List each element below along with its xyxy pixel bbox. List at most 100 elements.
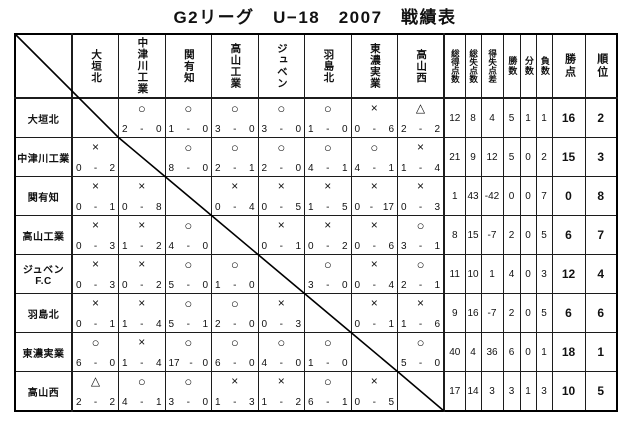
score-away: 2 (155, 241, 162, 252)
score-away: 2 (155, 280, 162, 291)
match-cell-inner: ○ 3-0 (259, 99, 305, 137)
score-home: 0 (354, 397, 361, 408)
score: 2-2 (76, 398, 115, 408)
score: 1 -3 (215, 398, 255, 408)
score-away: 4 (155, 319, 162, 330)
score-away: 0 (248, 358, 255, 369)
score: 0 -4 (215, 203, 255, 213)
score-dash: - (93, 397, 98, 408)
match-cell-inner: × 0-2 (73, 138, 118, 176)
match-cell: ○ 1 -0 (211, 254, 259, 294)
score-dash: - (93, 319, 98, 330)
match-cell-inner: × 0 -8 (119, 177, 165, 215)
result-mark: × (138, 296, 146, 310)
score-away: 1 (434, 241, 440, 252)
stat-cell: 3 (480, 371, 504, 412)
result-mark: ○ (230, 101, 239, 116)
score-away: 5 (341, 202, 348, 213)
result-mark: × (91, 140, 99, 154)
stat-cell: 3 (535, 371, 553, 412)
col-header-team-7: 高山西 (397, 33, 445, 99)
result-mark: × (138, 218, 146, 232)
score-home: 1 (122, 319, 128, 330)
match-cell-inner: ○ 5-0 (398, 333, 443, 371)
match-cell-inner: × 0 -4 (212, 177, 258, 215)
score-home: 0 (76, 163, 82, 174)
match-cell-inner: ○ 3-0 (166, 372, 212, 410)
score-dash: - (233, 397, 237, 408)
self-cell (257, 254, 305, 294)
score: 0- 5 (262, 203, 302, 213)
score-dash: - (279, 241, 283, 252)
match-cell: × 0- 4 (350, 254, 398, 294)
match-cell-inner: ○ 2-1 (398, 255, 443, 293)
table-row: 中津川工業 × 0-2 ○ 8-0 ○ 2-1 ○ 2-0 ○ 4-1 ○ 4-1 × 1-4 21 9 12 5 0… (14, 137, 618, 177)
result-mark: ○ (184, 296, 193, 311)
score-home: 0 (261, 319, 268, 330)
match-cell-inner: × 0- 5 (352, 372, 398, 410)
col-header-stat-4: 分数 (519, 33, 537, 99)
stat-cell: 3 (535, 254, 553, 294)
stat-cell: 21 (443, 137, 466, 177)
stat-cell: 1 (535, 97, 553, 138)
score: 0 -2 (122, 281, 162, 291)
stat-cell: 10 (464, 254, 482, 294)
score: 2-1 (401, 281, 440, 291)
match-cell-inner: × 0- 6 (352, 216, 398, 254)
result-mark: × (91, 218, 99, 232)
result-mark: × (91, 296, 99, 310)
row-header: 東濃実業 (14, 332, 73, 372)
score-home: 2 (401, 280, 407, 291)
score: 1 -5 (308, 203, 348, 213)
match-cell: × 1-6 (397, 293, 445, 333)
col-header-team-5: 羽島北 (304, 33, 352, 99)
score-home: 0 (354, 202, 361, 213)
score-away: 1 (109, 319, 115, 330)
col-header-stat-7-label: 順位 (595, 53, 608, 79)
score-home: 1 (122, 241, 128, 252)
result-mark: ○ (184, 374, 193, 389)
result-mark: ○ (91, 335, 100, 350)
score-dash: - (326, 358, 330, 369)
score: 0- 3 (262, 320, 302, 330)
score-dash: - (140, 202, 144, 213)
stat-cell: 0 (519, 215, 537, 255)
col-header-team-1: 中津川工業 (118, 33, 166, 99)
score: 0- 6 (355, 242, 395, 252)
stat-cell: 0 (502, 176, 521, 216)
match-cell: ○ 1 -0 (304, 97, 352, 138)
col-header-team-1-label: 中津川工業 (136, 37, 149, 95)
score-dash: - (93, 358, 98, 369)
score-away: 1 (155, 397, 162, 408)
stat-cell: 3 (584, 137, 618, 177)
match-cell-inner: ○ 3-0 (305, 255, 351, 293)
score-home: 4 (261, 358, 268, 369)
score-away: 6 (388, 241, 394, 252)
col-header-stat-2: 得失点差 (480, 33, 504, 99)
match-cell: × 0-1 (71, 293, 119, 333)
match-cell: △ 2-2 (397, 97, 445, 138)
score-away: 4 (434, 163, 440, 174)
stat-cell: 1 (443, 176, 466, 216)
row-header: 大垣北 (14, 97, 73, 138)
match-cell-inner: ○ 4 -1 (305, 138, 351, 176)
result-mark: × (277, 218, 285, 232)
score-home: 2 (76, 397, 82, 408)
match-cell-inner: × 1 -3 (212, 372, 258, 410)
match-cell: × 0- 6 (350, 97, 398, 138)
table-row: 東濃実業 ○ 6-0 × 1-4 ○ 17-0 ○ 6-0 ○ 4-0 ○ 1-0 ○ 5-0 40 4 36 6 0… (14, 332, 618, 372)
score-dash: - (186, 124, 190, 135)
score: 0 -8 (122, 203, 162, 213)
score: 2 -0 (122, 125, 162, 135)
score-away: 0 (202, 241, 208, 252)
score-away: 1 (202, 319, 208, 330)
match-cell-inner: △ 2-2 (73, 372, 118, 410)
match-cell: ○ 2-1 (397, 254, 445, 294)
score-dash: - (369, 202, 374, 213)
result-mark: × (91, 257, 99, 271)
table-row: 大垣北 ○ 2-0 ○ 1-0 ○ 3-0 ○ 3-0 ○ 1-0 × 0-6 △ 2-2 12 8 4 5 1 1 16… (14, 97, 618, 138)
score-home: 1 (215, 280, 221, 291)
result-mark: × (370, 257, 378, 271)
score-home: 3 (401, 241, 407, 252)
score-dash: - (279, 202, 283, 213)
